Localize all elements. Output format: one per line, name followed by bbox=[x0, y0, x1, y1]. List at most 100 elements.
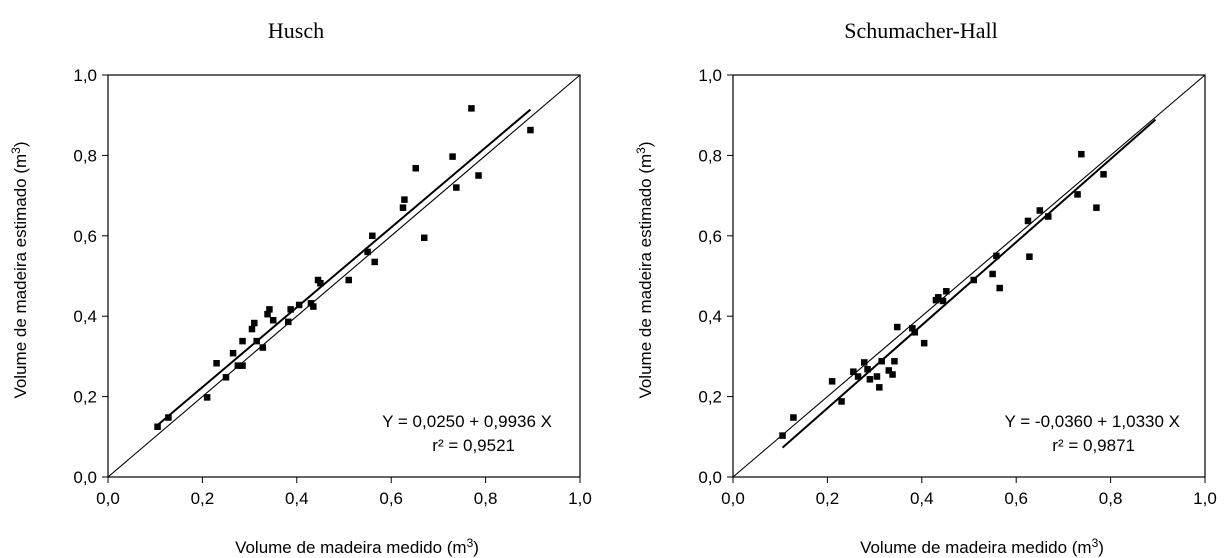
data-point bbox=[1045, 213, 1052, 220]
data-point bbox=[939, 297, 947, 305]
x-tick-label: 0,8 bbox=[474, 489, 498, 508]
x-axis-label-text: Volume de madeira medido (m bbox=[860, 538, 1092, 557]
plot-frame bbox=[107, 74, 581, 478]
data-point bbox=[251, 319, 258, 327]
y-tick-label: 0,6 bbox=[73, 227, 97, 246]
data-point bbox=[287, 306, 294, 313]
data-point bbox=[203, 394, 211, 401]
x-tick-label: 0,4 bbox=[285, 489, 309, 508]
data-point bbox=[364, 248, 371, 256]
data-point bbox=[401, 196, 408, 203]
reference-line bbox=[732, 74, 1206, 478]
y-axis-label-sup: 3 bbox=[9, 147, 23, 154]
x-tick-label: 0,2 bbox=[191, 489, 215, 508]
y-axis-label: Volume de madeira estimado (m3) bbox=[9, 141, 30, 398]
data-point bbox=[253, 337, 260, 345]
data-point bbox=[1036, 207, 1044, 214]
y-axis-label-suffix: ) bbox=[11, 141, 30, 147]
data-point bbox=[222, 374, 230, 381]
plot-frame bbox=[732, 74, 1206, 478]
x-tick-label: 0,4 bbox=[910, 489, 934, 508]
data-point bbox=[790, 414, 797, 421]
data-point bbox=[996, 284, 1003, 292]
data-point bbox=[239, 337, 246, 345]
x-axis-label-suffix: ) bbox=[1098, 538, 1104, 557]
chart-panel-schumacher-hall: Schumacher-Hall 0,0 0,0 0,2 0,2 0,4 0,4 0,6 0,6… bbox=[634, 18, 1217, 557]
y-axis-label-sup: 3 bbox=[634, 147, 648, 154]
chart-title: Schumacher-Hall bbox=[844, 18, 998, 43]
data-point bbox=[909, 325, 916, 332]
data-point bbox=[876, 384, 883, 391]
data-point bbox=[885, 367, 893, 374]
data-point bbox=[1074, 191, 1081, 198]
y-tick-label: 0,4 bbox=[698, 307, 722, 326]
regression-equation: Y = 0,0250 + 0,9936 X bbox=[382, 412, 552, 431]
data-point bbox=[828, 378, 836, 385]
data-point bbox=[894, 323, 901, 331]
x-axis-label-text: Volume de madeira medido (m bbox=[235, 538, 467, 557]
data-point bbox=[943, 288, 950, 295]
data-point bbox=[935, 294, 942, 301]
data-point bbox=[259, 344, 267, 351]
x-tick-label: 0,6 bbox=[379, 489, 403, 508]
plot-area: 0,0 0,0 0,2 0,2 0,4 0,4 0,6 0,6 0,8 0,8 1,0 1,0 bbox=[698, 66, 1216, 508]
data-point bbox=[399, 204, 407, 211]
x-axis-label: Volume de madeira medido (m3) bbox=[860, 536, 1104, 557]
x-tick-label: 0,8 bbox=[1099, 489, 1123, 508]
y-tick-label: 0,8 bbox=[73, 146, 97, 165]
chart-panel-husch: Husch 0,0 0,0 0,2 0,2 0,4 0,4 0,6 0,6 0,8 0,8 1,0 1… bbox=[9, 18, 592, 557]
reference-line bbox=[107, 74, 581, 478]
data-point bbox=[345, 276, 352, 284]
x-tick-label: 0,0 bbox=[721, 489, 745, 508]
y-tick-label: 1,0 bbox=[698, 66, 722, 85]
x-axis-label-sup: 3 bbox=[467, 536, 474, 550]
data-point bbox=[317, 279, 324, 287]
chart-title: Husch bbox=[268, 18, 324, 43]
data-point bbox=[993, 252, 1000, 260]
data-point bbox=[1093, 204, 1100, 211]
data-point bbox=[295, 301, 303, 309]
data-point bbox=[1100, 171, 1107, 178]
data-point bbox=[920, 339, 928, 347]
data-point bbox=[866, 376, 874, 383]
data-point bbox=[371, 258, 378, 266]
data-point bbox=[449, 153, 456, 160]
data-point bbox=[911, 329, 918, 336]
y-tick-label: 1,0 bbox=[73, 66, 97, 85]
x-axis-label: Volume de madeira medido (m3) bbox=[235, 536, 479, 557]
fit-line bbox=[781, 118, 1157, 449]
x-tick-label: 0,0 bbox=[96, 489, 120, 508]
data-point bbox=[239, 362, 246, 369]
data-point bbox=[475, 172, 482, 179]
x-tick-label: 0,2 bbox=[816, 489, 840, 508]
data-point bbox=[838, 398, 845, 405]
data-point bbox=[468, 105, 475, 112]
y-tick-label: 0,8 bbox=[698, 146, 722, 165]
data-point bbox=[165, 414, 172, 421]
data-point bbox=[154, 423, 161, 430]
x-tick-label: 0,6 bbox=[1004, 489, 1028, 508]
y-tick-label: 0,2 bbox=[73, 388, 97, 407]
data-point bbox=[860, 359, 868, 366]
data-point bbox=[989, 270, 996, 278]
x-tick-label: 1,0 bbox=[568, 489, 592, 508]
data-point bbox=[234, 362, 242, 369]
data-point bbox=[369, 232, 376, 240]
data-point bbox=[1024, 217, 1032, 225]
data-point bbox=[285, 318, 292, 326]
y-axis-label-text: Volume de madeira estimado (m bbox=[636, 154, 655, 399]
r-squared-label: r² = 0,9521 bbox=[432, 436, 515, 455]
data-point bbox=[889, 371, 896, 378]
data-point bbox=[970, 276, 977, 284]
data-point bbox=[213, 359, 220, 367]
data-point bbox=[453, 184, 460, 191]
x-tick-label: 1,0 bbox=[1193, 489, 1217, 508]
y-tick-label: 0,0 bbox=[73, 468, 97, 487]
y-axis-label: Volume de madeira estimado (m3) bbox=[634, 141, 655, 398]
data-point bbox=[878, 357, 885, 365]
y-tick-label: 0,2 bbox=[698, 388, 722, 407]
data-point bbox=[873, 373, 881, 380]
data-point bbox=[266, 306, 273, 313]
y-tick-label: 0,0 bbox=[698, 468, 722, 487]
